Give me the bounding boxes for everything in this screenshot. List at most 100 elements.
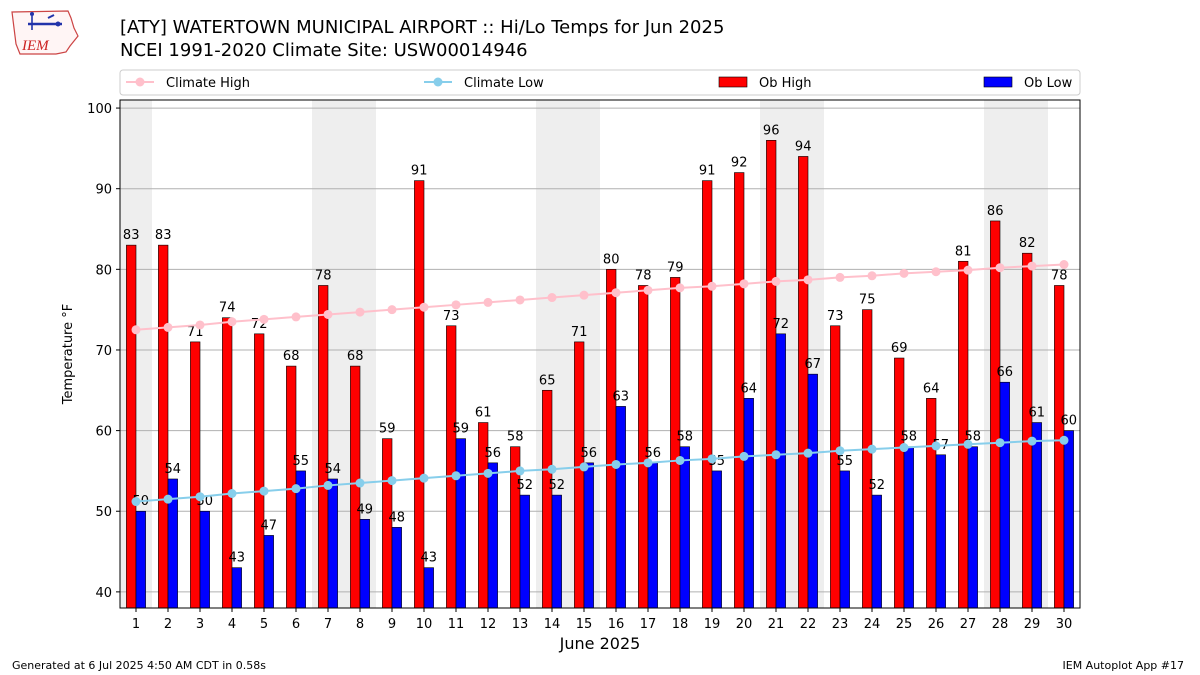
climate-high-point — [291, 312, 301, 322]
ob-low-bar — [199, 510, 210, 609]
ob-high-bar — [862, 309, 873, 609]
climate-low-point — [1027, 436, 1037, 446]
ob-low-label: 55 — [709, 454, 726, 469]
ob-low-label: 67 — [805, 357, 822, 372]
ob-low-label: 57 — [933, 438, 950, 453]
climate-low-point — [803, 448, 813, 458]
legend-climate-high-marker — [135, 77, 145, 87]
climate-high-point — [451, 300, 461, 310]
climate-low-point — [899, 443, 909, 453]
climate-high-point — [195, 320, 205, 330]
x-tick-label: 6 — [292, 617, 300, 632]
climate-high-point — [675, 283, 685, 293]
ob-high-bar — [478, 422, 489, 609]
ob-high-bar — [1054, 285, 1065, 609]
weekend-band — [792, 100, 824, 608]
legend-climate-low-marker — [433, 77, 443, 87]
ob-low-label: 52 — [549, 478, 566, 493]
x-axis-label: June 2025 — [559, 634, 641, 653]
app-label: IEM Autoplot App #17 — [1062, 659, 1185, 672]
climate-high-point — [419, 302, 429, 312]
weekend-band — [568, 100, 600, 608]
ob-low-label: 52 — [517, 478, 534, 493]
ob-low-bar — [167, 478, 178, 609]
climate-high-point — [131, 325, 141, 335]
x-tick-label: 14 — [544, 617, 561, 632]
climate-low-point — [835, 446, 845, 456]
ob-low-bar — [839, 470, 850, 609]
ob-high-label: 72 — [251, 317, 268, 332]
ob-high-label: 79 — [667, 260, 684, 275]
ob-low-label: 48 — [389, 510, 406, 525]
ob-high-bar — [830, 325, 841, 609]
ob-low-bar — [871, 494, 882, 609]
x-tick-label: 24 — [864, 617, 881, 632]
ob-high-label: 81 — [955, 244, 972, 259]
weekend-band — [984, 100, 1016, 608]
climate-low-point — [195, 492, 205, 502]
climate-low-point — [611, 459, 621, 469]
ob-high-label: 80 — [603, 252, 620, 267]
ob-high-bar — [894, 357, 905, 609]
ob-high-label: 78 — [1051, 268, 1068, 283]
climate-low-line — [135, 439, 1065, 503]
ob-low-label: 58 — [965, 430, 982, 445]
ob-high-bar — [190, 341, 201, 609]
climate-low-point — [291, 484, 301, 494]
climate-high-point — [771, 276, 781, 286]
ob-low-label: 56 — [645, 446, 662, 461]
x-tick-label: 26 — [928, 617, 945, 632]
ob-low-label: 50 — [197, 494, 214, 509]
x-tick-label: 18 — [672, 617, 689, 632]
x-tick-label: 21 — [768, 617, 785, 632]
climate-high-point — [1027, 261, 1037, 271]
ob-high-label: 68 — [283, 349, 300, 364]
climate-low-point — [931, 441, 941, 451]
ob-high-label: 71 — [187, 325, 204, 340]
x-tick-label: 13 — [512, 617, 529, 632]
climate-high-point — [803, 275, 813, 285]
ob-low-bar — [775, 333, 786, 609]
climate-low-point — [579, 462, 589, 472]
ob-low-label: 59 — [453, 422, 470, 437]
ob-low-label: 72 — [773, 317, 790, 332]
climate-low-point — [739, 451, 749, 461]
climate-low-point — [387, 476, 397, 486]
climate-low-point — [707, 454, 717, 464]
ob-high-bar — [542, 389, 553, 609]
x-tick-label: 19 — [704, 617, 721, 632]
climate-low-point — [163, 494, 173, 504]
x-tick-label: 20 — [736, 617, 753, 632]
ob-high-bar — [510, 446, 521, 609]
ob-low-bar — [935, 454, 946, 609]
ob-low-label: 50 — [133, 494, 150, 509]
x-tick-label: 17 — [640, 617, 657, 632]
ob-low-label: 66 — [997, 365, 1014, 380]
ob-low-bar — [231, 567, 242, 609]
ob-low-bar — [135, 510, 146, 609]
ob-low-bar — [487, 462, 498, 609]
ob-high-label: 73 — [827, 309, 844, 324]
climate-low-point — [451, 471, 461, 481]
x-tick-label: 12 — [480, 617, 497, 632]
x-tick-label: 30 — [1056, 617, 1073, 632]
ob-low-bar — [455, 438, 466, 609]
ob-high-label: 65 — [539, 373, 556, 388]
ob-high-bar — [798, 156, 809, 609]
ob-low-bar — [711, 470, 722, 609]
ob-low-bar — [999, 381, 1010, 609]
ob-low-bar — [615, 406, 626, 609]
climate-high-point — [163, 322, 173, 332]
x-tick-label: 3 — [196, 617, 204, 632]
ob-high-label: 75 — [859, 293, 876, 308]
weekend-band — [312, 100, 344, 608]
ob-high-label: 91 — [411, 164, 428, 179]
legend-ob-high-swatch — [718, 76, 748, 88]
ob-low-bar — [551, 494, 562, 609]
ob-high-bar — [158, 244, 169, 609]
y-tick-label: 40 — [95, 586, 112, 601]
climate-high-point — [579, 290, 589, 300]
ob-low-bar — [967, 446, 978, 609]
climate-low-point — [675, 455, 685, 465]
